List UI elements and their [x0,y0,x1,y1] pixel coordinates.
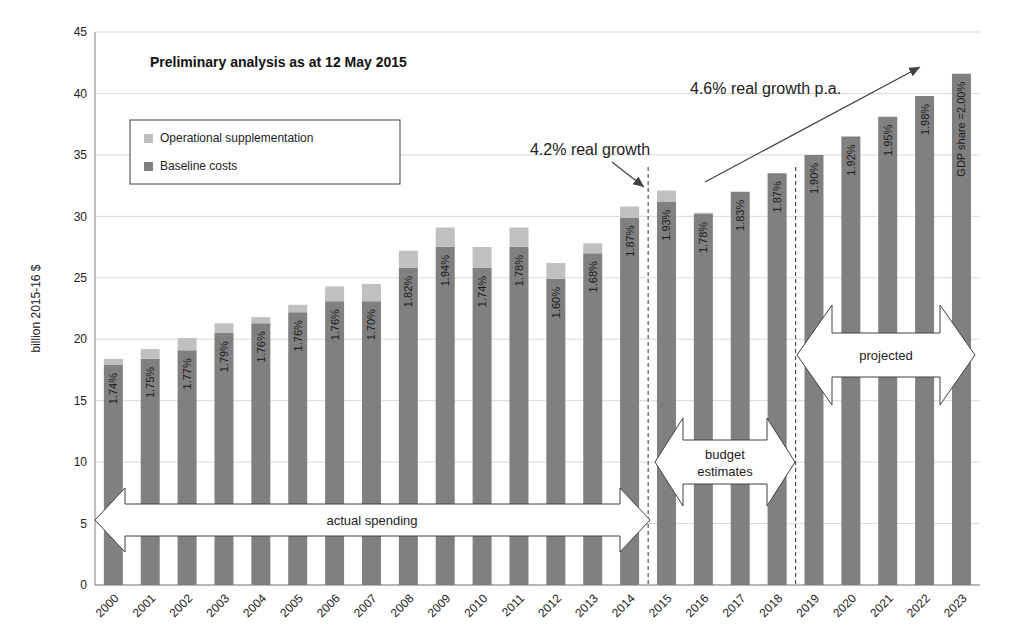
svg-text:2016: 2016 [683,591,712,620]
svg-text:30: 30 [74,210,88,224]
svg-text:1.74%: 1.74% [107,373,119,404]
svg-text:1.79%: 1.79% [218,341,230,372]
svg-text:2010: 2010 [462,591,491,620]
svg-text:2020: 2020 [830,591,859,620]
svg-text:2009: 2009 [425,591,454,620]
svg-text:billion 2015-16 $: billion 2015-16 $ [29,264,43,352]
svg-text:Operational supplementation: Operational supplementation [160,131,313,145]
svg-text:1.87%: 1.87% [624,225,636,256]
svg-text:2015: 2015 [646,591,675,620]
svg-text:1.93%: 1.93% [660,209,672,240]
svg-text:15: 15 [74,394,88,408]
svg-text:20: 20 [74,332,88,346]
svg-text:2007: 2007 [351,591,380,620]
svg-text:10: 10 [74,455,88,469]
svg-text:2011: 2011 [499,591,527,619]
svg-text:actual spending: actual spending [326,513,417,528]
svg-text:Baseline costs: Baseline costs [160,159,237,173]
svg-text:Preliminary analysis as at 12: Preliminary analysis as at 12 May 2015 [150,54,407,70]
svg-text:1.78%: 1.78% [697,222,709,253]
svg-text:1.74%: 1.74% [476,276,488,307]
svg-text:2014: 2014 [609,591,638,620]
svg-text:1.70%: 1.70% [365,309,377,340]
svg-text:2001: 2001 [130,591,159,620]
svg-text:2013: 2013 [572,591,601,620]
svg-text:2005: 2005 [277,591,306,620]
svg-text:1.90%: 1.90% [808,163,820,194]
svg-text:1.68%: 1.68% [587,261,599,292]
svg-text:1.60%: 1.60% [550,287,562,318]
svg-text:2002: 2002 [167,591,196,620]
svg-text:1.76%: 1.76% [255,331,267,362]
svg-text:2021: 2021 [867,591,896,620]
svg-text:2022: 2022 [904,591,933,620]
svg-text:40: 40 [74,87,88,101]
svg-text:25: 25 [74,271,88,285]
svg-text:4.6% real growth p.a.: 4.6% real growth p.a. [690,80,841,97]
svg-text:budgetestimates: budgetestimates [697,447,753,479]
svg-text:2023: 2023 [941,591,970,620]
svg-text:2017: 2017 [720,591,749,620]
svg-text:2004: 2004 [240,591,269,620]
svg-text:5: 5 [80,517,87,531]
svg-text:1.94%: 1.94% [439,255,451,286]
svg-text:1.76%: 1.76% [292,320,304,351]
svg-text:1.82%: 1.82% [402,276,414,307]
svg-text:2008: 2008 [388,591,417,620]
svg-text:projected: projected [859,348,912,363]
svg-text:1.98%: 1.98% [919,104,931,135]
svg-text:2003: 2003 [203,591,232,620]
svg-text:GDP share =2.00%: GDP share =2.00% [955,82,967,177]
svg-text:2012: 2012 [535,591,564,620]
svg-text:0: 0 [80,578,87,592]
svg-text:2019: 2019 [793,591,822,620]
svg-text:45: 45 [74,25,88,39]
svg-text:1.92%: 1.92% [845,144,857,175]
svg-text:2006: 2006 [314,591,343,620]
svg-text:1.78%: 1.78% [513,255,525,286]
svg-text:1.76%: 1.76% [329,309,341,340]
svg-text:1.77%: 1.77% [181,358,193,389]
svg-text:1.95%: 1.95% [882,125,894,156]
svg-text:4.2% real growth: 4.2% real growth [530,141,650,158]
svg-text:1.75%: 1.75% [144,367,156,398]
svg-text:2000: 2000 [93,591,122,620]
svg-text:1.87%: 1.87% [771,181,783,212]
svg-text:2018: 2018 [757,591,786,620]
svg-text:1.83%: 1.83% [734,200,746,231]
svg-text:35: 35 [74,148,88,162]
